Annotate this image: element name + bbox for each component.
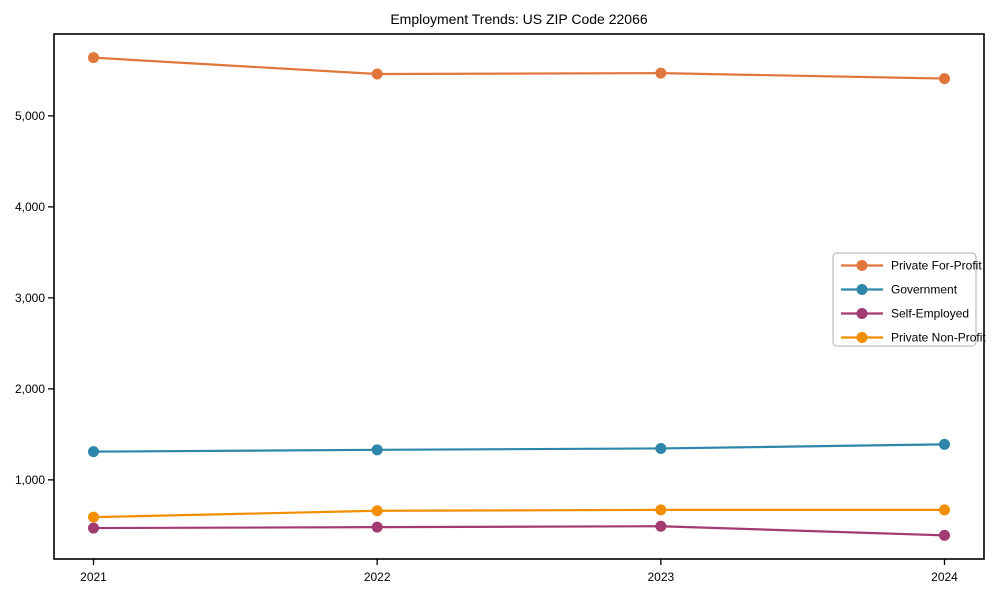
legend-marker-icon-private-for-profit xyxy=(856,260,868,271)
series-line-private-non-profit xyxy=(93,508,945,519)
data-point-private-for-profit-2021 xyxy=(88,52,99,64)
x-tick-label: 2022 xyxy=(364,570,391,584)
legend-label-government: Government xyxy=(891,283,958,297)
data-point-private-non-profit-2021 xyxy=(88,511,99,523)
x-tick-label: 2023 xyxy=(647,570,674,584)
legend-box xyxy=(832,252,977,347)
chart-title: Employment Trends: US ZIP Code 22066 xyxy=(390,11,648,27)
y-tick-label: 1,000 xyxy=(15,473,45,487)
x-tick-label: 2021 xyxy=(80,570,107,584)
legend-label-self-employed: Self-Employed xyxy=(891,307,969,321)
data-point-private-non-profit-2024 xyxy=(939,504,950,516)
data-point-government-2024 xyxy=(939,438,950,450)
legend-marker-icon-self-employed xyxy=(856,308,868,319)
data-point-government-2021 xyxy=(88,446,99,458)
data-point-government-2023 xyxy=(655,442,667,454)
data-point-private-non-profit-2022 xyxy=(371,505,383,517)
series-line-self-employed xyxy=(93,525,945,537)
data-point-private-for-profit-2022 xyxy=(371,68,383,80)
data-point-government-2022 xyxy=(371,444,383,456)
y-tick-label: 3,000 xyxy=(15,291,45,305)
series-line-government xyxy=(93,443,945,453)
series-line-private-for-profit xyxy=(93,56,945,80)
data-point-self-employed-2024 xyxy=(939,529,950,541)
legend-label-private-for-profit: Private For-Profit xyxy=(891,259,982,273)
legend-marker-icon-private-non-profit xyxy=(856,332,868,343)
plot-frame xyxy=(53,33,985,560)
y-tick-label: 2,000 xyxy=(15,382,45,396)
legend-label-private-non-profit: Private Non-Profit xyxy=(891,331,986,345)
data-point-self-employed-2023 xyxy=(655,520,667,532)
data-point-self-employed-2022 xyxy=(371,521,383,533)
y-tick-label: 5,000 xyxy=(15,109,45,123)
data-point-private-non-profit-2023 xyxy=(655,504,667,516)
data-point-private-for-profit-2024 xyxy=(939,73,950,85)
data-point-private-for-profit-2023 xyxy=(655,67,667,79)
y-tick-label: 4,000 xyxy=(15,200,45,214)
x-tick-label: 2024 xyxy=(931,570,958,584)
legend-marker-icon-government xyxy=(856,284,868,295)
data-point-self-employed-2021 xyxy=(88,522,99,534)
